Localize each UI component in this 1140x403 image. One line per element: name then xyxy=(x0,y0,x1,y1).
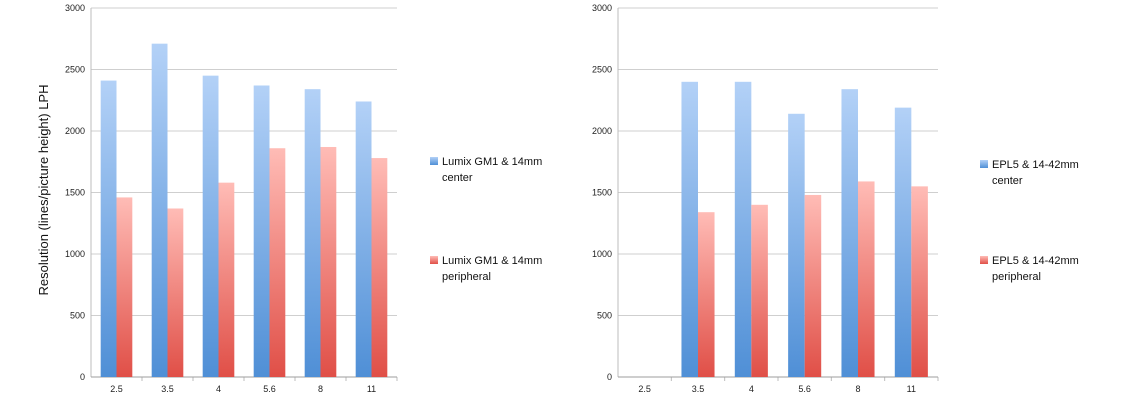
left-legend-center-line2: center xyxy=(442,172,473,184)
left-legend-swatch-center xyxy=(430,157,438,165)
right-x-tick-label: 8 xyxy=(855,384,860,394)
left-bar-center xyxy=(355,101,372,377)
left-legend-swatch-peripheral xyxy=(430,256,438,264)
right-gridlines xyxy=(617,7,939,381)
left-bar-peripheral xyxy=(116,197,133,377)
left-x-tick-label: 8 xyxy=(318,384,323,394)
right-bar-peripheral xyxy=(858,181,875,377)
right-y-tick-label: 3000 xyxy=(592,3,612,13)
right-bar-peripheral xyxy=(804,194,822,377)
left-bar-center xyxy=(100,80,117,377)
left-y-tick-label: 2000 xyxy=(65,126,85,136)
right-legend-peripheral-line2: peripheral xyxy=(992,271,1041,283)
right-bar-peripheral xyxy=(911,186,928,377)
svg-text:Lumix GM1 & 14mm: Lumix GM1 & 14mm xyxy=(442,255,542,267)
svg-text:Lumix GM1 & 14mm: Lumix GM1 & 14mm xyxy=(442,156,542,168)
left-bar-center xyxy=(304,89,321,378)
right-bar-center xyxy=(894,107,912,377)
left-bar-peripheral xyxy=(167,208,184,377)
left-x-tick-labels: 2.5 3.5 4 5.6 8 11 xyxy=(110,384,376,394)
left-x-tick-label: 3.5 xyxy=(161,384,174,394)
svg-text:EPL5 & 14-42mm: EPL5 & 14-42mm xyxy=(992,255,1079,267)
right-y-tick-label: 1500 xyxy=(592,188,612,198)
left-x-tick-label: 2.5 xyxy=(110,384,123,394)
right-x-tick-label: 5.6 xyxy=(798,384,811,394)
left-bar-peripheral xyxy=(371,158,388,377)
right-bars xyxy=(681,81,928,378)
svg-text:center: center xyxy=(442,172,473,184)
left-bar-center xyxy=(202,75,219,378)
left-y-tick-labels: 0 500 1000 1500 2000 2500 3000 xyxy=(65,3,85,382)
left-x-tick-label: 5.6 xyxy=(263,384,276,394)
right-bar-center xyxy=(841,89,858,378)
right-legend-center-line1: EPL5 & 14-42mm xyxy=(992,159,1079,171)
right-legend-peripheral-line1: EPL5 & 14-42mm xyxy=(992,255,1079,267)
right-x-tick-labels: 2.5 3.5 4 5.6 8 11 xyxy=(638,384,916,394)
left-legend: Lumix GM1 & 14mm center Lumix GM1 & 14mm… xyxy=(430,156,542,283)
right-bar-center xyxy=(734,81,752,378)
left-y-tick-label: 500 xyxy=(70,311,85,321)
left-y-tick-label: 2500 xyxy=(65,65,85,75)
svg-text:center: center xyxy=(992,175,1023,187)
right-bar-peripheral xyxy=(751,204,768,377)
left-y-tick-label: 1500 xyxy=(65,188,85,198)
right-legend: EPL5 & 14-42mm center EPL5 & 14-42mm per… xyxy=(980,159,1079,283)
left-y-tick-label: 0 xyxy=(80,372,85,382)
right-y-tick-label: 2000 xyxy=(592,126,612,136)
svg-text:peripheral: peripheral xyxy=(442,271,491,283)
right-bar-peripheral xyxy=(698,212,715,377)
right-y-tick-label: 2500 xyxy=(592,65,612,75)
right-x-tick-label: 4 xyxy=(749,384,754,394)
left-y-tick-label: 3000 xyxy=(65,3,85,13)
left-bar-peripheral xyxy=(320,146,337,377)
right-legend-swatch-center xyxy=(980,160,988,168)
left-y-tick-label: 1000 xyxy=(65,249,85,259)
right-legend-swatch-peripheral xyxy=(980,256,988,264)
right-legend-center-line2: center xyxy=(992,175,1023,187)
y-axis-label: Resolution (lines/picture height) LPH xyxy=(36,85,51,296)
left-bars xyxy=(100,43,388,378)
right-bar-center xyxy=(681,81,698,378)
right-y-tick-label: 1000 xyxy=(592,249,612,259)
left-chart: 0 500 1000 1500 2000 2500 3000 2.5 3.5 4 5.6 8 11 R… xyxy=(36,3,542,394)
right-y-tick-label: 0 xyxy=(607,372,612,382)
left-gridlines xyxy=(90,7,398,381)
right-x-tick-label: 11 xyxy=(907,384,916,394)
left-bar-center xyxy=(151,43,168,378)
right-bar-center xyxy=(788,113,805,377)
svg-text:EPL5 & 14-42mm: EPL5 & 14-42mm xyxy=(992,159,1079,171)
left-legend-center-line1: Lumix GM1 & 14mm xyxy=(442,156,542,168)
right-x-tick-label: 2.5 xyxy=(638,384,651,394)
left-bar-peripheral xyxy=(218,182,235,377)
right-x-tick-label: 3.5 xyxy=(692,384,705,394)
left-bar-peripheral xyxy=(269,148,286,377)
left-legend-peripheral-line1: Lumix GM1 & 14mm xyxy=(442,255,542,267)
right-chart: 0 500 1000 1500 2000 2500 3000 2.5 3.5 4 5.6 8 11 E… xyxy=(592,3,1079,394)
right-y-tick-labels: 0 500 1000 1500 2000 2500 3000 xyxy=(592,3,612,382)
left-bar-center xyxy=(253,85,270,378)
left-x-tick-label: 4 xyxy=(216,384,221,394)
left-x-tick-label: 11 xyxy=(367,384,376,394)
svg-text:peripheral: peripheral xyxy=(992,271,1041,283)
right-y-tick-label: 500 xyxy=(597,311,612,321)
left-legend-peripheral-line2: peripheral xyxy=(442,271,491,283)
